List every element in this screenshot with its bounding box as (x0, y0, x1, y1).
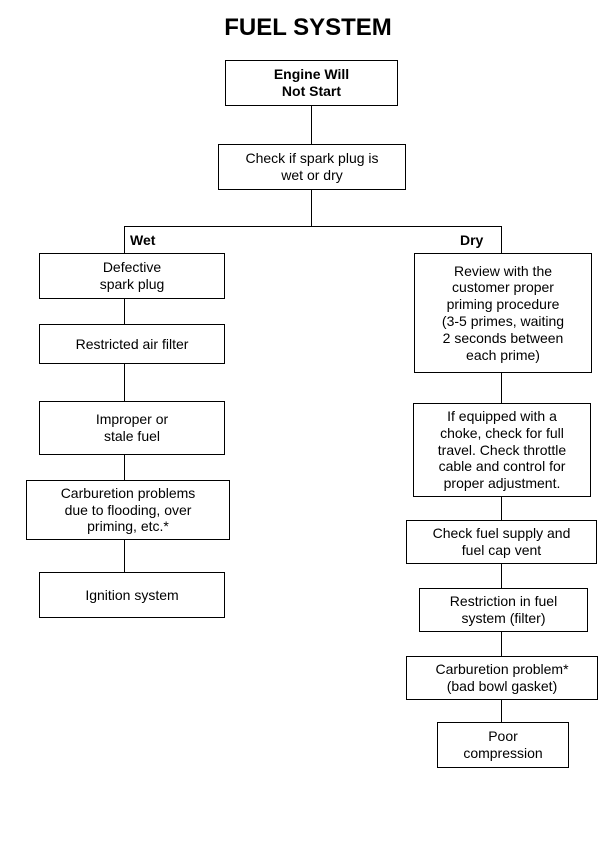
connector (124, 364, 125, 401)
connector (501, 700, 502, 722)
node-dry-6: Poorcompression (437, 722, 569, 768)
connector (124, 299, 125, 324)
node-dry-4: Restriction in fuelsystem (filter) (419, 588, 588, 632)
connector (501, 564, 502, 588)
node-wet-4: Carburetion problemsdue to flooding, ove… (26, 480, 230, 540)
node-check: Check if spark plug iswet or dry (218, 144, 406, 190)
connector (501, 632, 502, 656)
node-dry-2: If equipped with achoke, check for fullt… (413, 403, 591, 497)
node-wet-1: Defectivespark plug (39, 253, 225, 299)
node-wet-5: Ignition system (39, 572, 225, 618)
connector (311, 106, 312, 144)
connector (311, 190, 312, 226)
node-dry-5: Carburetion problem*(bad bowl gasket) (406, 656, 598, 700)
connector (501, 226, 502, 253)
connector (501, 497, 502, 520)
connector (124, 540, 125, 572)
node-dry-1: Review with thecustomer properpriming pr… (414, 253, 592, 373)
node-wet-3: Improper orstale fuel (39, 401, 225, 455)
connector (501, 373, 502, 403)
flowchart-canvas: FUEL SYSTEM Wet Dry Engine WillNot Start… (0, 0, 616, 855)
branch-label-dry: Dry (460, 232, 483, 248)
connector (124, 226, 502, 227)
node-dry-3: Check fuel supply andfuel cap vent (406, 520, 597, 564)
node-wet-2: Restricted air filter (39, 324, 225, 364)
connector (124, 226, 125, 253)
branch-label-wet: Wet (130, 232, 155, 248)
page-title: FUEL SYSTEM (0, 14, 616, 42)
connector (124, 455, 125, 480)
node-start: Engine WillNot Start (225, 60, 398, 106)
